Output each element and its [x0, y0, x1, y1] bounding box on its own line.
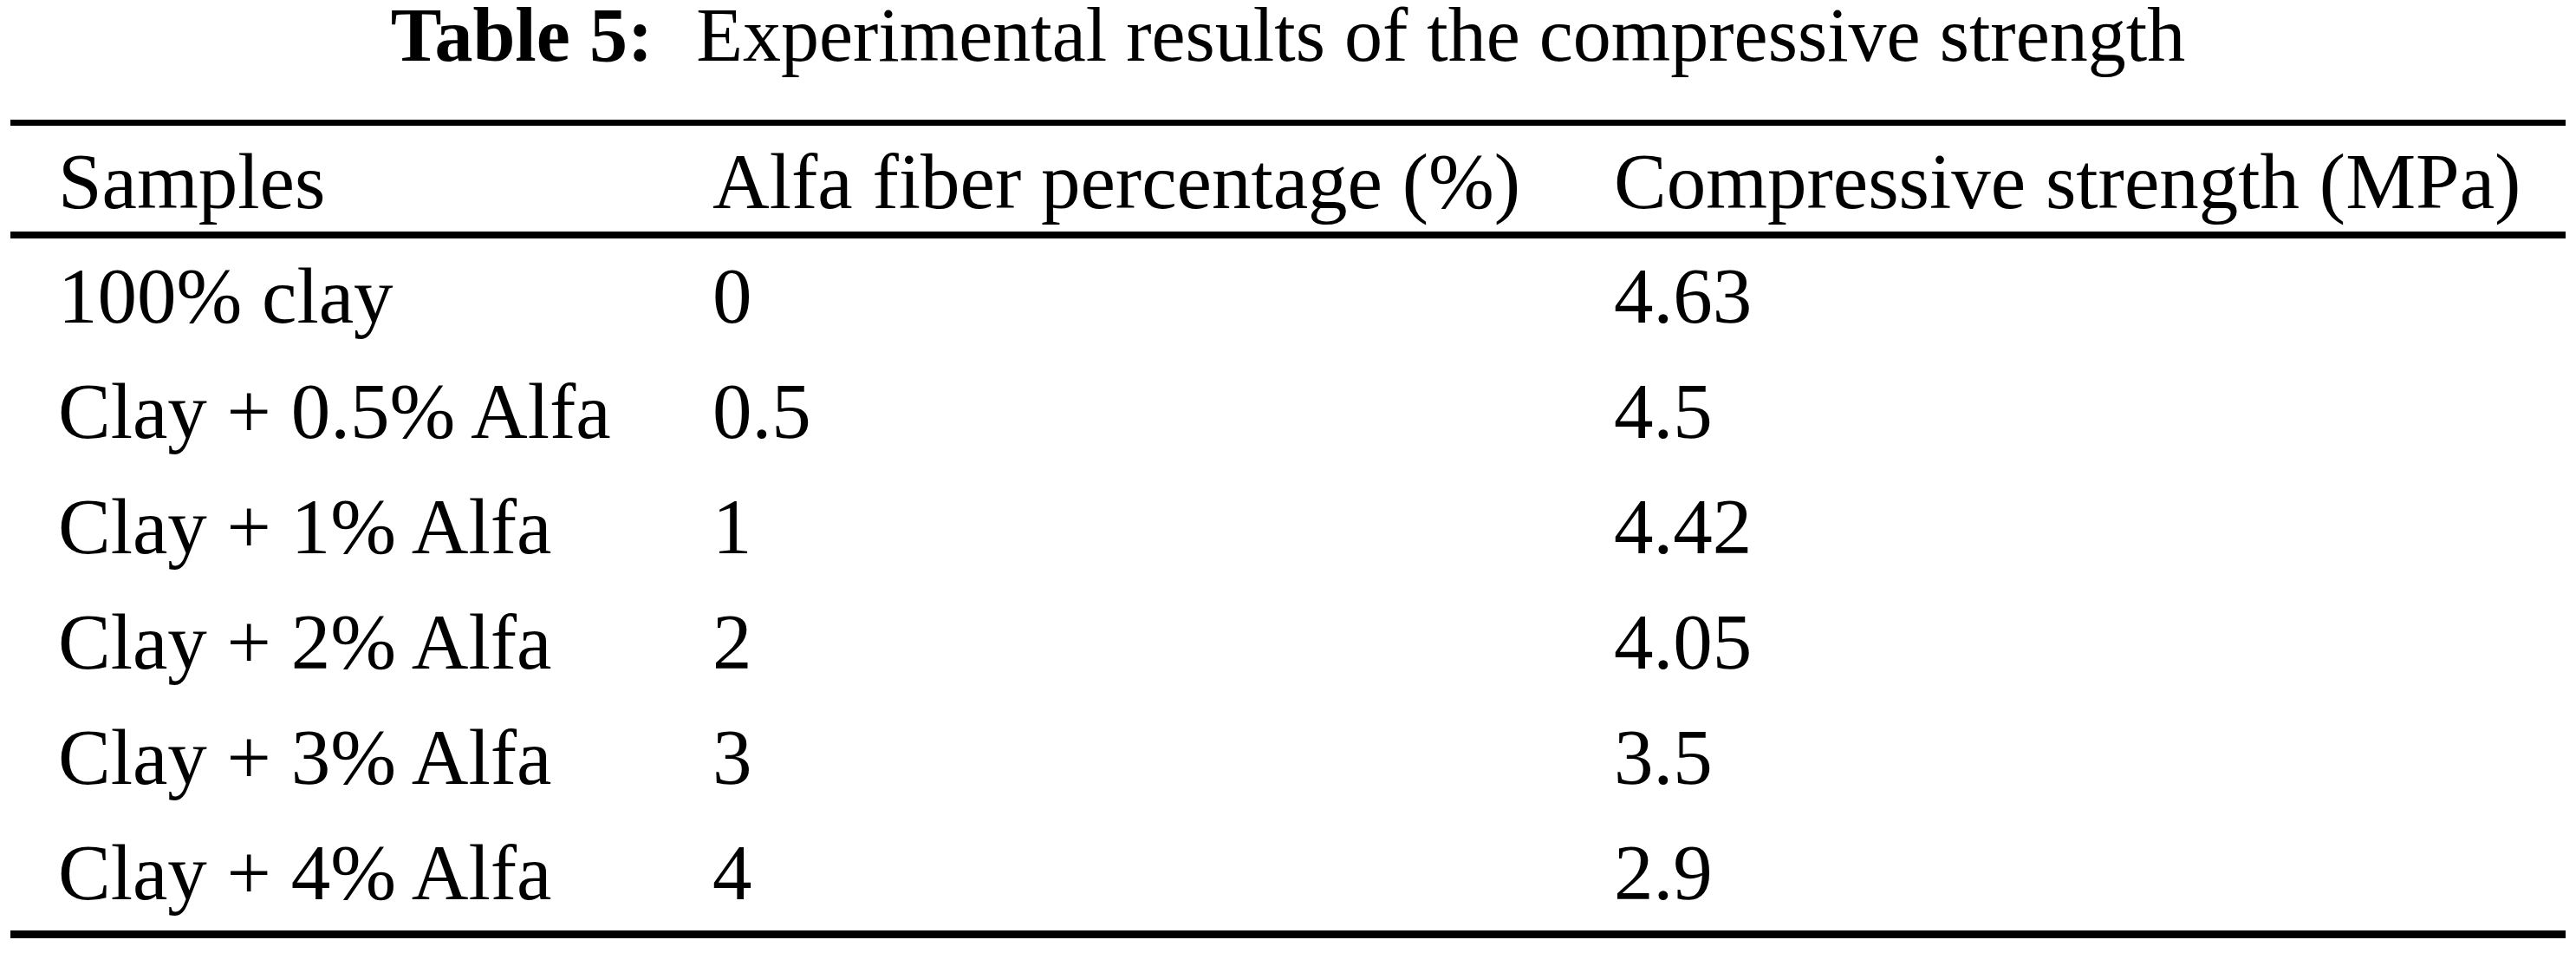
table-caption-text: Experimental results of the compressive …	[696, 0, 2185, 77]
fiber-percentage-value: 2	[712, 584, 1614, 700]
table-row: Clay + 1% Alfa 1 4.42	[10, 469, 2566, 584]
sample-name: Clay + 4% Alfa	[58, 815, 712, 930]
table-row: Clay + 4% Alfa 4 2.9	[10, 815, 2566, 930]
fiber-percentage-value: 0	[712, 238, 1614, 354]
table-caption: Table 5: Experimental results of the comp…	[0, 0, 2576, 81]
table-row: Clay + 3% Alfa 3 3.5	[10, 700, 2566, 815]
table-header-row: Samples Alfa fiber percentage (%) Compre…	[10, 126, 2566, 238]
sample-name: Clay + 3% Alfa	[58, 700, 712, 815]
fiber-percentage-value: 4	[712, 815, 1614, 930]
table-row: Clay + 2% Alfa 2 4.05	[10, 584, 2566, 700]
compressive-strength-value: 4.63	[1614, 238, 2566, 354]
compressive-strength-value: 3.5	[1614, 700, 2566, 815]
table-caption-label: Table 5:	[391, 0, 653, 77]
compressive-strength-value: 4.05	[1614, 584, 2566, 700]
compressive-strength-value: 4.42	[1614, 469, 2566, 584]
compressive-strength-value: 4.5	[1614, 354, 2566, 469]
fiber-percentage-value: 0.5	[712, 354, 1614, 469]
column-header-compressive-strength: Compressive strength (MPa)	[1614, 126, 2566, 238]
results-table: Samples Alfa fiber percentage (%) Compre…	[10, 120, 2566, 938]
sample-name: Clay + 0.5% Alfa	[58, 354, 712, 469]
column-header-samples: Samples	[58, 126, 712, 238]
sample-name: Clay + 2% Alfa	[58, 584, 712, 700]
sample-name: 100% clay	[58, 238, 712, 354]
table-row: 100% clay 0 4.63	[10, 238, 2566, 354]
table-row: Clay + 0.5% Alfa 0.5 4.5	[10, 354, 2566, 469]
fiber-percentage-value: 3	[712, 700, 1614, 815]
sample-name: Clay + 1% Alfa	[58, 469, 712, 584]
fiber-percentage-value: 1	[712, 469, 1614, 584]
column-header-alfa-fiber-percentage: Alfa fiber percentage (%)	[712, 126, 1614, 238]
compressive-strength-value: 2.9	[1614, 815, 2566, 930]
paper-table-figure: Table 5: Experimental results of the comp…	[0, 0, 2576, 953]
